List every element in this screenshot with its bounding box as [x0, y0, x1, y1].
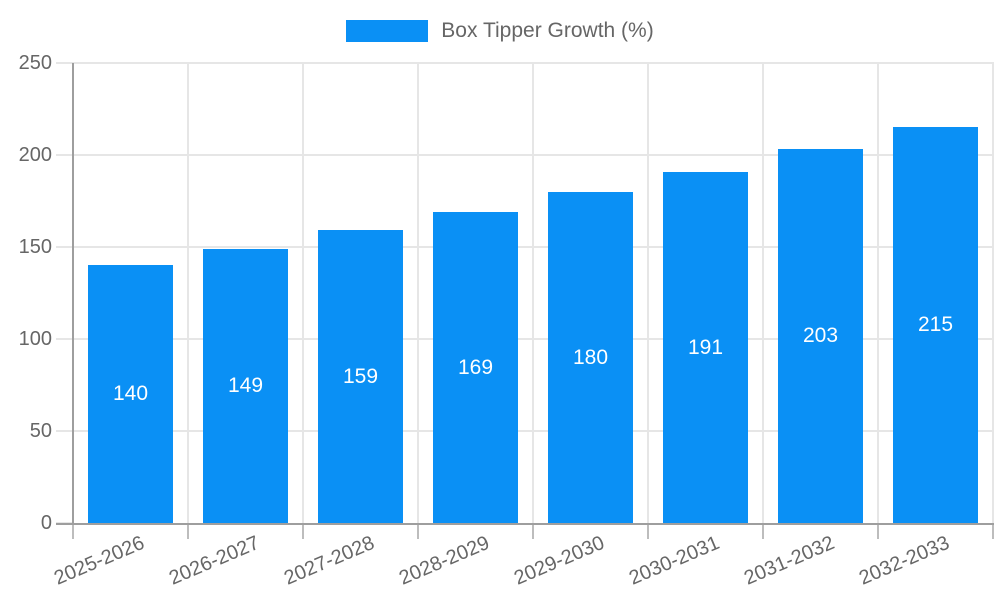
x-axis-tick: [72, 525, 74, 539]
x-axis-tick: [187, 525, 189, 539]
y-axis-label: 0: [40, 512, 52, 534]
x-axis-line: [56, 523, 994, 525]
x-axis-label: 2026-2027: [165, 531, 263, 590]
x-axis-label: 2032-2033: [855, 531, 953, 590]
gridline-horizontal: [56, 246, 994, 248]
bar-value-label: 159: [342, 364, 379, 388]
gridline-vertical: [992, 63, 994, 523]
bar-value-label: 203: [802, 324, 839, 347]
gridline-vertical: [762, 63, 764, 523]
bar[interactable]: 140: [88, 265, 173, 523]
x-axis-tick: [762, 525, 764, 539]
gridline-vertical: [302, 63, 304, 523]
bar[interactable]: 215: [893, 127, 978, 523]
x-axis-tick: [992, 525, 994, 539]
x-axis-tick: [647, 525, 649, 539]
gridline-vertical: [532, 63, 534, 523]
y-axis-line: [72, 63, 74, 525]
x-axis-label: 2029-2030: [510, 531, 608, 590]
gridline-vertical: [187, 63, 189, 523]
x-axis-tick: [532, 525, 534, 539]
y-axis-label: 250: [18, 52, 52, 74]
legend-label: Box Tipper Growth (%): [441, 19, 654, 42]
gridline-horizontal: [56, 430, 994, 432]
x-axis-tick: [302, 525, 304, 539]
y-axis-label: 200: [18, 144, 52, 166]
bar-value-label: 140: [112, 382, 149, 405]
y-axis-label: 50: [29, 420, 52, 442]
gridline-horizontal: [56, 154, 994, 156]
bar-value-label: 180: [572, 345, 609, 369]
bar-value-label: 215: [917, 313, 954, 336]
x-axis-label: 2030-2031: [625, 531, 723, 590]
gridline-vertical: [877, 63, 879, 523]
x-axis-label: 2031-2032: [740, 531, 838, 590]
y-axis-label: 100: [18, 328, 52, 350]
chart-legend[interactable]: Box Tipper Growth (%): [0, 18, 1000, 44]
bar-value-label: 149: [227, 374, 264, 397]
bar-value-label: 191: [687, 335, 724, 359]
x-axis-label: 2028-2029: [395, 531, 493, 590]
x-axis-label: 2027-2028: [280, 531, 378, 590]
bar[interactable]: 203: [778, 149, 863, 523]
bar[interactable]: 159: [318, 230, 403, 523]
bar[interactable]: 191: [663, 172, 748, 523]
gridline-horizontal: [56, 62, 994, 64]
legend-swatch-icon: [346, 20, 429, 42]
x-axis-label: 2025-2026: [50, 531, 148, 590]
gridline-horizontal: [56, 338, 994, 340]
y-axis-label: 150: [18, 236, 52, 258]
x-axis-tick: [877, 525, 879, 539]
gridline-vertical: [417, 63, 419, 523]
bar-value-label: 169: [457, 355, 494, 379]
bar[interactable]: 169: [433, 212, 518, 523]
bar[interactable]: 180: [548, 192, 633, 523]
bar[interactable]: 149: [203, 249, 288, 523]
gridline-vertical: [647, 63, 649, 523]
x-axis-tick: [417, 525, 419, 539]
